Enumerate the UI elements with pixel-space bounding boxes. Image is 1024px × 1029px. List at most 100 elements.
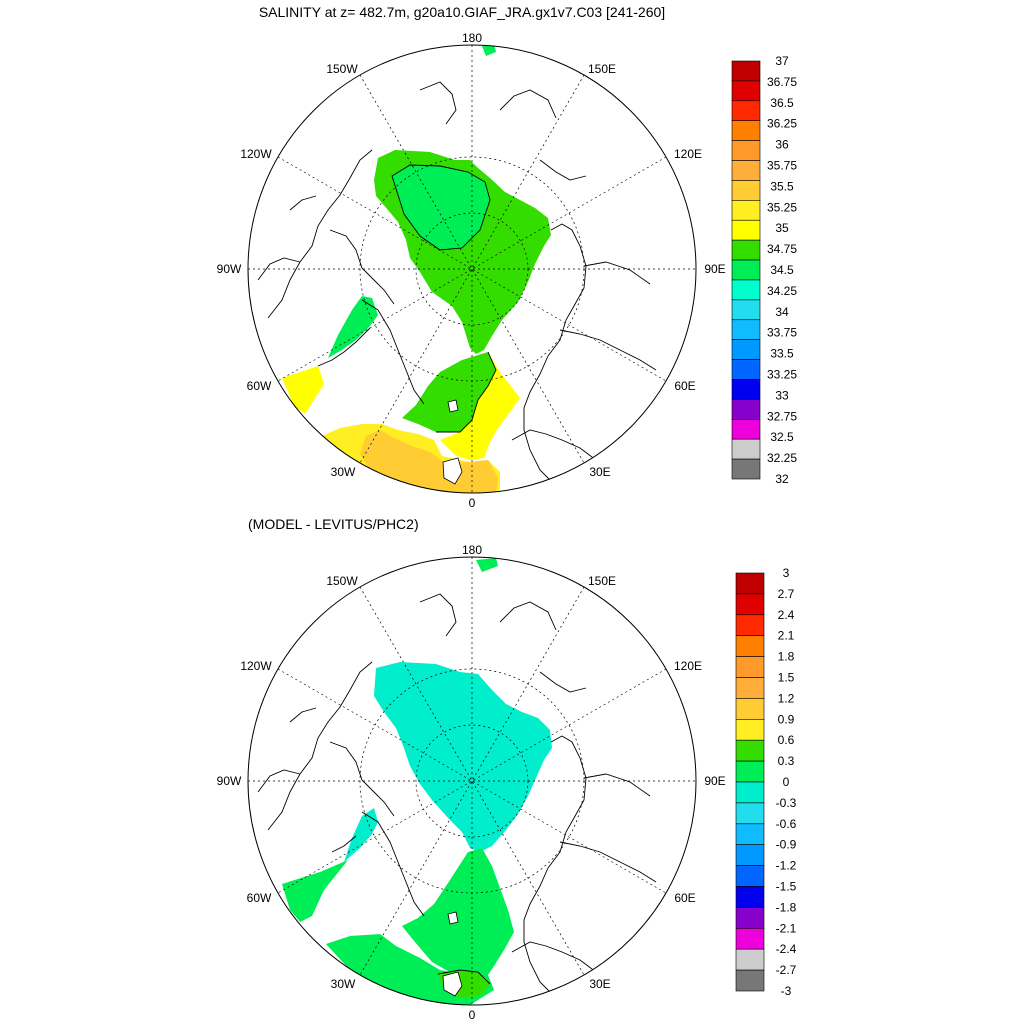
colorbar-swatch bbox=[731, 120, 761, 141]
colorbar-swatch bbox=[735, 739, 765, 762]
colorbar-swatch bbox=[735, 969, 765, 992]
colorbar-tick-label: -3 bbox=[781, 984, 792, 998]
colorbar-tick-label: 32 bbox=[775, 472, 789, 486]
colorbar-tick-label: -2.1 bbox=[776, 921, 797, 935]
top-colorbar: 37 36.75 36.5 36.25 36 35.75 35.5 35.25 35 34.75 3… bbox=[731, 54, 797, 486]
colorbar-swatch bbox=[735, 823, 765, 845]
colorbar-tick-label: 35.75 bbox=[767, 159, 797, 173]
label-30e: 30E bbox=[589, 977, 610, 991]
meridian-labels: 180 150E 120E 90E 60E 30E 0 30W 60W 90W … bbox=[217, 31, 726, 510]
colorbar-swatch bbox=[735, 865, 765, 887]
colorbar-swatch bbox=[735, 635, 765, 657]
contour-line bbox=[436, 351, 497, 433]
colorbar-tick-label: 34.75 bbox=[767, 242, 797, 256]
colorbar-swatch bbox=[731, 438, 761, 460]
colorbar-swatch bbox=[731, 239, 761, 261]
label-120w: 120W bbox=[240, 147, 272, 161]
north-atlantic-warm-region bbox=[360, 430, 498, 493]
baffin-bay-region bbox=[328, 296, 378, 358]
map-boundary bbox=[247, 44, 697, 494]
contour-line bbox=[391, 164, 491, 251]
baffin-bay-region bbox=[344, 808, 378, 862]
colorbar-swatch bbox=[731, 259, 761, 281]
colorbar-tick-label: 3 bbox=[783, 566, 790, 580]
colorbar-swatch bbox=[735, 677, 765, 699]
label-180: 180 bbox=[462, 543, 482, 557]
iceland-land bbox=[442, 971, 463, 997]
meridian-labels: 180 150E 120E 90E 60E 30E 0 30W 60W 90W … bbox=[217, 543, 726, 1022]
colorbar-swatch bbox=[735, 948, 765, 971]
label-150e: 150E bbox=[588, 574, 616, 588]
jan-mayen-land bbox=[447, 399, 459, 413]
colorbar-tick-label: 0 bbox=[783, 775, 790, 789]
label-120w: 120W bbox=[240, 659, 272, 673]
colorbar-swatch bbox=[731, 319, 761, 340]
colorbar-tick-label: -1.5 bbox=[776, 880, 797, 894]
greenland-sea-region bbox=[402, 352, 496, 432]
colorbar-tick-label: 2.4 bbox=[778, 608, 795, 622]
colorbar-swatch bbox=[731, 160, 761, 181]
colorbar-tick-label: -2.7 bbox=[776, 963, 797, 977]
greenland-norwegian-sea-region bbox=[402, 848, 514, 980]
colorbar-tick-label: 32.25 bbox=[767, 451, 797, 465]
label-90w: 90W bbox=[217, 262, 242, 276]
label-0: 0 bbox=[469, 496, 476, 510]
colorbar-swatch bbox=[735, 572, 765, 595]
bottom-map: 180 150E 120E 90E 60E 30E 0 30W 60W 90W … bbox=[217, 543, 726, 1022]
label-180: 180 bbox=[462, 31, 482, 45]
canada-basin-core-region bbox=[392, 165, 490, 250]
label-30w: 30W bbox=[331, 977, 356, 991]
colorbar-swatch bbox=[735, 614, 765, 636]
colorbar-tick-label: 32.75 bbox=[767, 409, 797, 423]
graticule bbox=[248, 45, 696, 493]
colorbar-tick-label: -0.9 bbox=[776, 838, 797, 852]
colorbar-swatch bbox=[731, 80, 761, 102]
colorbar-tick-label: 0.9 bbox=[778, 712, 795, 726]
contour-line bbox=[331, 835, 357, 853]
colorbar-tick-label: 33.75 bbox=[767, 326, 797, 340]
coastlines bbox=[257, 81, 657, 487]
colorbar-tick-label: 35.25 bbox=[767, 200, 797, 214]
label-30w: 30W bbox=[331, 465, 356, 479]
colorbar-tick-label: 33.25 bbox=[767, 368, 797, 382]
colorbar-tick-label: -1.8 bbox=[776, 900, 797, 914]
colorbar-tick-label: 1.5 bbox=[778, 671, 795, 685]
colorbar-tick-label: 35.5 bbox=[770, 179, 794, 193]
colorbar-tick-label: 2.1 bbox=[778, 629, 795, 643]
colorbar-swatch bbox=[735, 593, 765, 616]
colorbar-tick-label: -1.2 bbox=[776, 859, 797, 873]
label-60e: 60E bbox=[674, 379, 695, 393]
labrador-sea-region bbox=[282, 850, 356, 922]
bering-strait-region bbox=[476, 558, 498, 572]
iceland-land bbox=[442, 457, 463, 485]
colorbar-swatch bbox=[731, 180, 761, 201]
label-150w: 150W bbox=[326, 574, 358, 588]
colorbar-swatch bbox=[731, 219, 761, 241]
colorbar-tick-label: 1.2 bbox=[778, 691, 795, 705]
label-150w: 150W bbox=[326, 62, 358, 76]
colorbar-swatch bbox=[735, 802, 765, 825]
top-map: 180 150E 120E 90E 60E 30E 0 30W 60W 90W … bbox=[217, 31, 726, 510]
colorbar-tick-label: -0.3 bbox=[776, 796, 797, 810]
label-90w: 90W bbox=[217, 774, 242, 788]
colorbar-tick-label: 0.3 bbox=[778, 754, 795, 768]
colorbar-swatch bbox=[731, 418, 761, 440]
colorbar-tick-label: 32.5 bbox=[770, 430, 794, 444]
colorbar-swatch bbox=[731, 60, 761, 82]
label-120e: 120E bbox=[674, 147, 702, 161]
colorbar-swatch bbox=[731, 379, 761, 400]
colorbar-tick-label: 34 bbox=[775, 305, 789, 319]
colorbar-swatch bbox=[731, 299, 761, 321]
label-60e: 60E bbox=[674, 891, 695, 905]
colorbar-tick-label: 34.5 bbox=[770, 263, 794, 277]
colorbar-swatch bbox=[731, 200, 761, 221]
label-120e: 120E bbox=[674, 659, 702, 673]
bottom-colorbar: 3 2.7 2.4 2.1 1.8 1.5 1.2 0.9 0.6 0.3 0 -0.3 -0.6 -0.… bbox=[735, 566, 797, 998]
arctic-basin-region bbox=[374, 662, 552, 852]
colorbar-swatch bbox=[735, 844, 765, 866]
colorbar-tick-label: 34.25 bbox=[767, 284, 797, 298]
label-60w: 60W bbox=[247, 891, 272, 905]
graticule bbox=[248, 557, 696, 1005]
